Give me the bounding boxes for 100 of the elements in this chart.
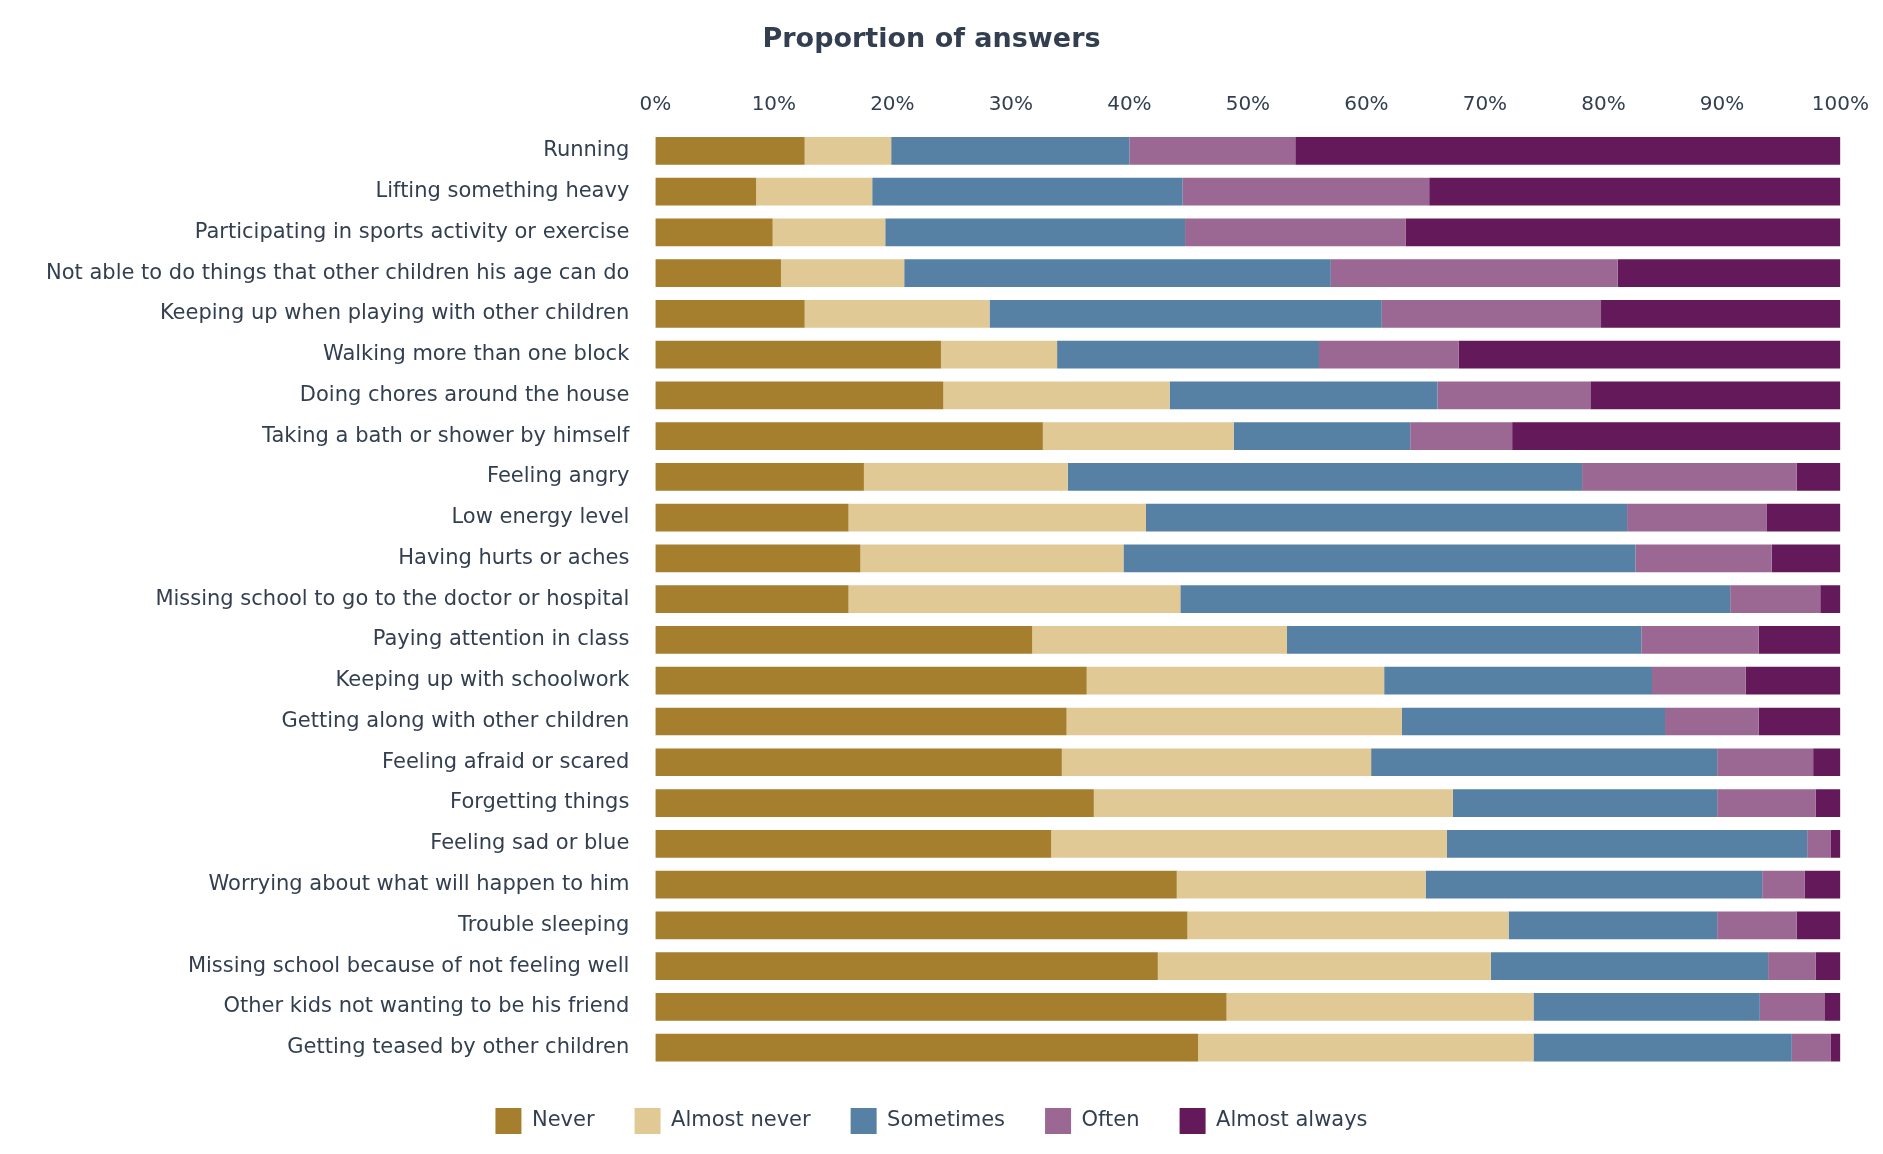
bar xyxy=(1452,789,1718,817)
bar xyxy=(655,136,805,165)
bar xyxy=(1768,952,1816,980)
bar xyxy=(1042,422,1234,450)
x-tick-label: 80% xyxy=(1581,90,1626,115)
bar xyxy=(1226,992,1534,1021)
bar xyxy=(1758,626,1841,654)
bar xyxy=(1066,707,1402,736)
bar xyxy=(1508,911,1718,940)
bar xyxy=(1446,829,1808,858)
y-tick-label: Keeping up with schoolwork xyxy=(335,667,631,692)
bar xyxy=(1758,707,1841,736)
x-tick-label: 100% xyxy=(1811,90,1869,115)
bar xyxy=(1425,870,1763,899)
bar xyxy=(1717,911,1797,940)
bar xyxy=(904,259,1331,287)
bar xyxy=(655,626,1033,654)
bar xyxy=(1825,992,1841,1021)
bar xyxy=(1410,422,1513,450)
bar xyxy=(1057,340,1319,369)
bar xyxy=(655,340,941,369)
bar xyxy=(1437,381,1591,410)
bar xyxy=(655,299,805,328)
bar xyxy=(1730,585,1821,614)
bar xyxy=(1067,463,1583,491)
bar xyxy=(1185,218,1406,247)
bar xyxy=(1198,1033,1534,1062)
y-tick-label: Paying attention in class xyxy=(372,626,630,651)
bar xyxy=(1295,136,1841,165)
bar xyxy=(1590,381,1841,410)
bar xyxy=(1717,748,1814,777)
legend-label: Often xyxy=(1081,1107,1140,1132)
bar xyxy=(655,218,773,247)
y-tick-label: Forgetting things xyxy=(450,789,630,814)
bar xyxy=(1830,1033,1841,1062)
y-tick-label: Having hurts or aches xyxy=(398,544,630,569)
bar xyxy=(1665,707,1759,736)
y-tick-label: Walking more than one block xyxy=(322,341,631,366)
bar xyxy=(1086,666,1385,695)
bar xyxy=(1318,340,1459,369)
bar xyxy=(1381,299,1602,328)
y-tick-label: Running xyxy=(543,137,630,162)
bar xyxy=(1796,911,1841,940)
bar xyxy=(655,463,864,491)
y-tick-label: Trouble sleeping xyxy=(457,911,630,936)
bar xyxy=(1641,626,1759,654)
bar xyxy=(872,177,1183,206)
bar xyxy=(1533,1033,1792,1062)
bar xyxy=(655,707,1067,736)
y-tick-label: Getting teased by other children xyxy=(287,1034,630,1059)
bar xyxy=(885,218,1186,247)
y-tick-label: Keeping up when playing with other children xyxy=(159,300,630,325)
x-tick-label: 20% xyxy=(870,90,915,115)
bar xyxy=(804,299,990,328)
bar xyxy=(1796,463,1841,491)
y-tick-label: Worrying about what will happen to him xyxy=(208,871,630,896)
legend-label: Almost always xyxy=(1216,1107,1368,1132)
bar xyxy=(655,381,944,410)
bar xyxy=(940,340,1058,369)
legend-label: Almost never xyxy=(671,1107,811,1132)
bar xyxy=(655,1033,1199,1062)
bar xyxy=(863,463,1068,491)
bar xyxy=(1180,585,1731,614)
bar xyxy=(655,585,849,614)
bar xyxy=(1813,748,1841,777)
bar xyxy=(1371,748,1718,777)
x-tick-label: 90% xyxy=(1699,90,1745,115)
bar xyxy=(1093,789,1453,817)
y-tick-label: Low energy level xyxy=(451,504,630,529)
bar xyxy=(989,299,1382,328)
bar xyxy=(848,503,1146,532)
y-tick-label: Feeling angry xyxy=(487,463,630,488)
bar xyxy=(655,789,1094,817)
bar xyxy=(1123,544,1636,573)
bar xyxy=(1820,585,1841,614)
bar xyxy=(756,177,873,206)
x-tick-label: 70% xyxy=(1462,90,1508,115)
y-tick-label: Doing chores around the house xyxy=(299,381,630,406)
bar xyxy=(1830,829,1841,858)
bar xyxy=(1061,748,1372,777)
x-tick-label: 50% xyxy=(1225,90,1271,115)
y-tick-label: Missing school because of not feeling well xyxy=(187,952,630,977)
bar xyxy=(1176,870,1426,899)
bar xyxy=(804,136,892,165)
bar xyxy=(1651,666,1746,695)
bar xyxy=(1051,829,1447,858)
bar xyxy=(655,911,1188,940)
bar xyxy=(1635,544,1772,573)
bar xyxy=(655,870,1177,899)
bar xyxy=(655,503,849,532)
bar xyxy=(1791,1033,1831,1062)
y-tick-label: Not able to do things that other children his age can do xyxy=(45,259,630,284)
bar xyxy=(1286,626,1642,654)
bar xyxy=(848,585,1181,614)
bar xyxy=(655,177,757,206)
bar xyxy=(1582,463,1797,491)
legend-label: Sometimes xyxy=(887,1107,1006,1132)
bar xyxy=(772,218,886,247)
bar xyxy=(1533,992,1760,1021)
bar xyxy=(1169,381,1438,410)
